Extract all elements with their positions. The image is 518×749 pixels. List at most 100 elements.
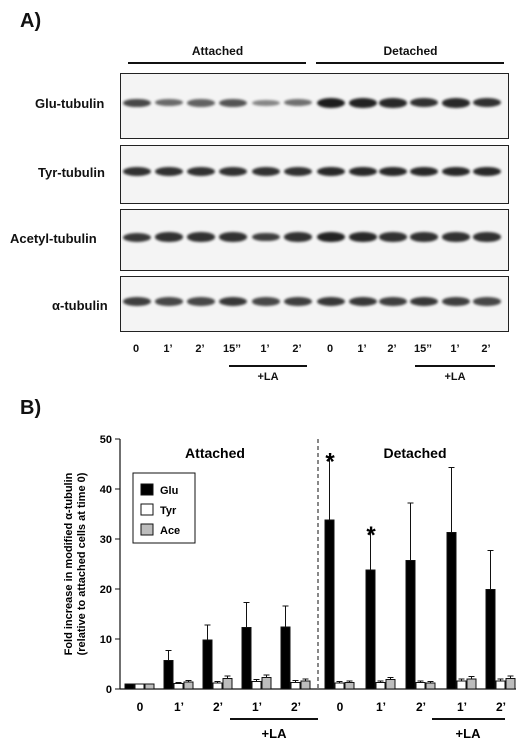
lane-label: 1’	[163, 343, 173, 355]
blot-band	[317, 296, 345, 306]
blot-band	[252, 167, 280, 177]
blot-label-alpha: α-tubulin	[52, 298, 108, 313]
y-tick-label: 50	[100, 434, 112, 446]
blot-band	[410, 296, 438, 306]
blot-band	[442, 232, 470, 242]
lane-label: 15’’	[223, 343, 241, 355]
blot-band	[410, 166, 438, 177]
bar-tyr	[290, 682, 301, 690]
bar-glu	[405, 560, 416, 690]
blot-band	[252, 99, 280, 106]
y-tick-label: 20	[100, 584, 112, 596]
blot-band	[284, 99, 312, 107]
y-tick-label: 40	[100, 484, 112, 496]
blot-band	[284, 232, 312, 242]
bar-glu	[241, 627, 252, 690]
attached-rule	[128, 62, 306, 64]
lane-label: 0	[132, 343, 140, 355]
lane-label: 0	[326, 343, 334, 355]
blot-band	[123, 232, 151, 242]
detached-rule	[316, 62, 504, 64]
blot-band	[379, 296, 407, 306]
la-label-chart-attached: +LA	[262, 726, 288, 741]
la-rule-attached	[229, 365, 307, 367]
bar-ace	[261, 677, 272, 690]
blot-band	[155, 297, 183, 306]
x-tick-label: 1’	[174, 700, 184, 714]
blot-band	[473, 166, 501, 177]
bar-tyr	[173, 683, 184, 690]
y-tick-label: 0	[106, 684, 112, 696]
detached-header: Detached	[383, 44, 438, 58]
y-axis-label: Fold increase in modified α-tubulin(rela…	[63, 472, 88, 655]
la-rule-detached	[415, 365, 495, 367]
blot-band	[123, 167, 151, 177]
bar-glu	[124, 683, 135, 690]
bar-glu	[324, 519, 335, 690]
blot-label-acetyl: Acetyl-tubulin	[10, 231, 97, 246]
lane-label: 1’	[357, 343, 367, 355]
bar-tyr	[251, 681, 262, 690]
blot-band	[155, 232, 183, 242]
bar-glu	[163, 660, 174, 690]
blot-band	[187, 297, 215, 306]
bar-ace	[505, 678, 516, 690]
lane-label: 1’	[260, 343, 270, 355]
blot-band	[442, 166, 470, 177]
lane-label: 15’’	[414, 343, 432, 355]
bar-tyr	[134, 683, 145, 690]
blot-band	[187, 167, 215, 177]
legend-swatch-glu	[140, 483, 154, 496]
attached-header: Attached	[191, 44, 244, 58]
blot-band	[379, 166, 407, 177]
blot-band	[473, 297, 501, 306]
x-tick-label: 1’	[457, 700, 467, 714]
la-label-chart-detached: +LA	[456, 726, 482, 741]
bar-tyr	[495, 680, 506, 690]
blot-band	[123, 98, 151, 108]
blot-band	[349, 166, 377, 177]
blot-band	[219, 98, 247, 107]
significance-marker: *	[325, 449, 335, 476]
blot-band	[349, 232, 377, 242]
blot-band	[219, 167, 247, 177]
blot-band	[442, 296, 470, 306]
blot-band	[155, 167, 183, 177]
bar-ace	[425, 682, 436, 690]
x-tick-label: 2’	[416, 700, 426, 714]
blot-band	[219, 232, 247, 242]
significance-marker: *	[366, 522, 376, 549]
legend-label: Glu	[160, 485, 178, 497]
blot-band	[473, 98, 501, 108]
bar-glu	[485, 589, 496, 690]
panel-a-label: A)	[20, 10, 42, 32]
bar-glu	[202, 639, 213, 690]
bar-tyr	[212, 682, 223, 690]
bar-ace	[344, 682, 355, 690]
blot-band	[252, 232, 280, 242]
blot-glu	[120, 73, 509, 139]
lane-label: 2’	[292, 343, 302, 355]
blot-band	[187, 99, 215, 107]
blot-band	[317, 232, 345, 242]
blot-label-tyr: Tyr-tubulin	[38, 165, 105, 180]
x-tick-label: 1’	[376, 700, 386, 714]
bar-ace	[300, 680, 311, 690]
la-label-detached: +LA	[444, 371, 466, 383]
lane-label: 1’	[450, 343, 460, 355]
blot-band	[252, 297, 280, 306]
blot-band	[473, 232, 501, 242]
bar-ace	[466, 678, 477, 690]
legend-label: Ace	[160, 525, 180, 537]
panel-b-label: B)	[20, 397, 42, 419]
x-tick-label: 2’	[213, 700, 223, 714]
y-tick-label: 10	[100, 634, 112, 646]
blot-acetyl	[120, 209, 509, 271]
x-tick-label: 2’	[291, 700, 301, 714]
blot-band	[155, 99, 183, 107]
bar-ace	[183, 681, 194, 690]
x-tick-label: 1’	[252, 700, 262, 714]
blot-band	[284, 167, 312, 177]
bar-glu	[365, 569, 376, 690]
